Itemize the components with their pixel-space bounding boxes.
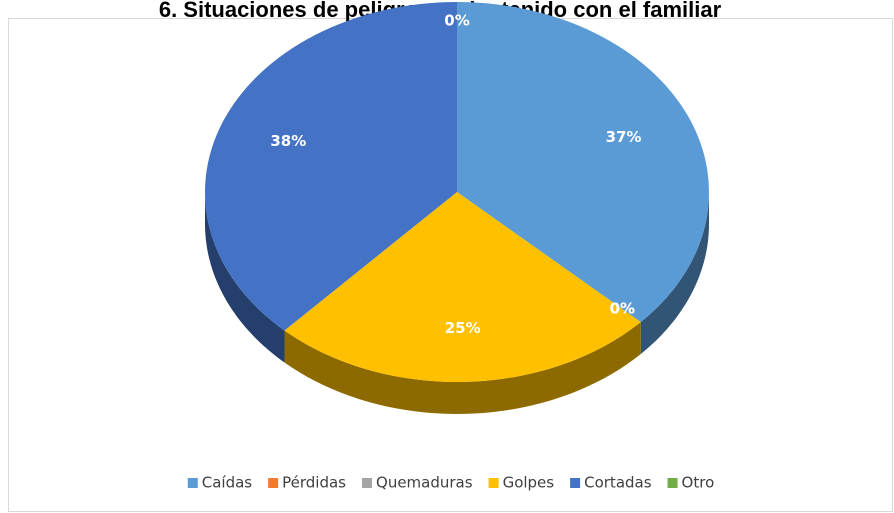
legend-label: Quemaduras [376, 474, 473, 492]
pie-side [284, 322, 641, 414]
legend-label: Golpes [503, 474, 555, 492]
pie-side [205, 192, 285, 363]
pie-slice [205, 2, 457, 331]
legend-swatch [488, 478, 499, 488]
value-label: 0% [610, 300, 635, 318]
value-label: 25% [445, 319, 481, 337]
pie-slice [457, 2, 709, 323]
legend: Caídas Pérdidas Quemaduras Golpes Cortadas Ot… [187, 474, 715, 492]
value-label: 0% [444, 12, 469, 30]
value-label: 38% [270, 132, 306, 150]
pie-slice [284, 192, 641, 382]
legend-label: Cortadas [584, 474, 652, 492]
value-label: 37% [606, 128, 642, 146]
value-label: 0% [610, 300, 635, 318]
legend-swatch [268, 478, 279, 488]
legend-swatch [187, 478, 198, 488]
legend-swatch [570, 478, 581, 488]
pie-side [640, 192, 709, 355]
legend-label: Pérdidas [282, 474, 346, 492]
legend-label: Caídas [202, 474, 253, 492]
legend-swatch [362, 478, 373, 488]
legend-label: Otro [682, 474, 715, 492]
legend-swatch [667, 478, 678, 488]
